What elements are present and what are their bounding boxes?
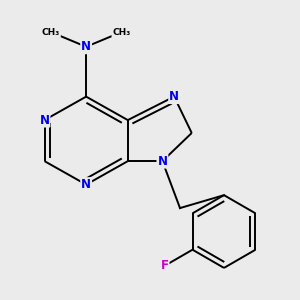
Text: N: N	[40, 114, 50, 127]
Text: CH₃: CH₃	[42, 28, 60, 37]
Text: N: N	[169, 90, 179, 103]
Text: CH₃: CH₃	[112, 28, 130, 37]
Text: F: F	[160, 259, 169, 272]
Text: N: N	[81, 178, 91, 191]
Text: N: N	[81, 40, 91, 53]
Text: N: N	[158, 154, 167, 168]
